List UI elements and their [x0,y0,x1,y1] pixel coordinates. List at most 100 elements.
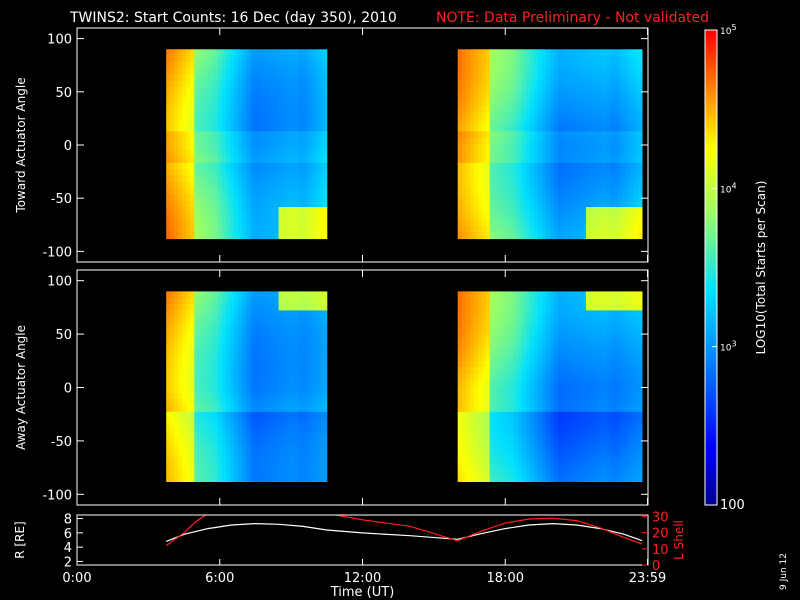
heatmap-cell [242,232,247,240]
heatmap-cell [473,399,479,406]
heatmap-cell [190,156,195,164]
heatmap-cell [202,131,207,139]
heatmap-cell [545,125,551,132]
heatmap-cell [262,125,268,132]
heatmap-cell [598,297,603,305]
heatmap-cell [290,373,296,381]
heatmap-cell [537,207,543,214]
heatmap-cell [262,156,268,164]
heatmap-cell [222,68,227,75]
heatmap-cell [206,418,211,425]
heatmap-cell [561,329,567,337]
heatmap-cell [242,125,247,132]
heatmap-cell [214,99,219,107]
heatmap-cell [194,207,199,214]
heatmap-cell [306,68,312,75]
heatmap-cell [489,329,495,337]
heatmap-cell [569,232,575,240]
heatmap-cell [222,207,227,214]
heatmap-cell [270,418,276,425]
heatmap-cell [606,418,611,425]
heatmap-cell [545,68,551,75]
heatmap-cell [569,468,575,476]
heatmap-cell [521,188,527,195]
heatmap-cell [477,194,483,202]
heatmap-cell [513,456,519,463]
heatmap-cell [525,194,531,202]
heatmap-cell [298,162,304,170]
heatmap-cell [553,475,559,482]
heatmap-cell [294,49,300,57]
heatmap-cell [258,304,264,311]
heatmap-cell [594,361,599,368]
heatmap-cell [457,335,463,343]
heatmap-cell [598,380,603,387]
heatmap-cell [581,93,587,101]
heatmap-cell [602,150,607,157]
heatmap-cell [294,361,300,368]
heatmap-cell [262,462,268,470]
heatmap-cell [573,291,579,299]
heatmap-cell [202,232,207,240]
heatmap-cell [302,87,308,94]
heatmap-cell [258,411,264,419]
heatmap-cell [553,348,559,356]
heatmap-cell [210,156,215,164]
heatmap-cell [290,342,296,349]
heatmap-cell [182,49,187,57]
heatmap-cell [186,87,191,94]
heatmap-cell [226,304,231,311]
heatmap-cell [290,80,296,88]
heatmap-cell [545,424,551,432]
heatmap-cell [469,169,475,176]
heatmap-cell [557,61,563,69]
heatmap-cell [545,348,551,356]
heatmap-cell [270,468,276,476]
heatmap-cell [622,137,627,145]
heatmap-cell [294,297,300,305]
heatmap-cell [465,449,471,457]
heatmap-cell [254,80,259,88]
heatmap-cell [521,449,527,457]
heatmap-cell [218,361,223,368]
heatmap-cell [630,194,635,202]
heatmap-cell [545,99,551,107]
heatmap-cell [286,150,292,157]
heatmap-cell [477,188,483,195]
heatmap-cell [278,175,284,183]
heatmap-cell [638,188,643,195]
heatmap-cell [485,291,491,299]
heatmap-cell [594,405,599,413]
heatmap-cell [610,462,615,470]
heatmap-cell [322,310,328,318]
heatmap-cell [194,106,199,113]
heatmap-cell [182,304,187,311]
heatmap-cell [581,106,587,113]
heatmap-cell [581,291,587,299]
heatmap-cell [602,169,607,176]
heatmap-cell [170,354,175,362]
heatmap-cell [622,112,627,120]
heatmap-cell [218,348,223,356]
heatmap-cell [565,74,571,82]
heatmap-cell [610,373,615,381]
heatmap-cell [194,354,199,362]
heatmap-cell [610,468,615,476]
heatmap-cell [214,392,219,400]
heatmap-cell [549,424,555,432]
heatmap-cell [266,456,272,463]
heatmap-cell [505,329,511,337]
heatmap-cell [290,310,296,318]
heatmap-cell [242,399,247,406]
heatmap-cell [270,475,276,482]
heatmap-cell [262,150,268,157]
heatmap-cell [505,207,511,214]
heatmap-cell [254,49,259,57]
heatmap-cell [501,297,507,305]
heatmap-cell [521,49,527,57]
heatmap-cell [517,175,523,183]
heatmap-cell [513,329,519,337]
heatmap-cell [250,55,255,63]
heatmap-cell [322,131,328,139]
heatmap-cell [489,437,495,444]
